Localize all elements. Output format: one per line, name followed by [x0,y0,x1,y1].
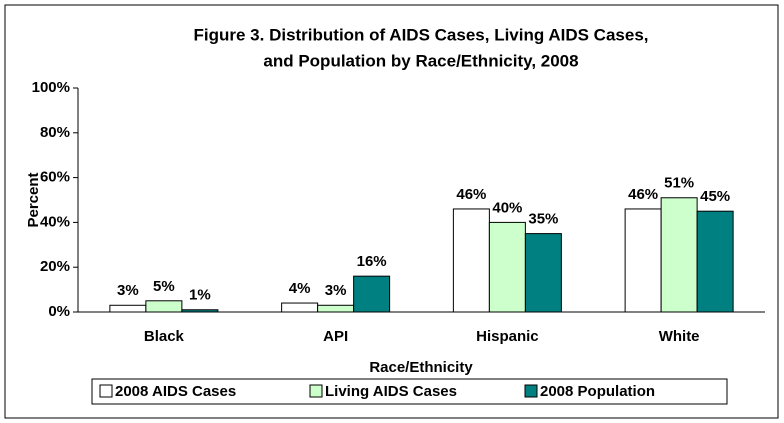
value-label: 40% [492,199,522,216]
bar [452,208,490,313]
x-tick-label: Hispanic [476,328,539,345]
x-axis-label: Race/Ethnicity [369,359,473,376]
bar [624,208,662,313]
y-tick-label: 60% [40,169,70,186]
y-tick-label: 80% [40,124,70,141]
value-label: 4% [289,280,311,297]
x-tick-label: API [323,328,348,345]
value-label: 5% [153,278,175,295]
y-tick-label: 100% [32,79,70,96]
bar [109,304,147,313]
y-tick-label: 20% [40,258,70,275]
bar [281,302,319,313]
value-label: 35% [528,211,558,228]
y-tick-label: 0% [48,303,70,320]
legend-label: 2008 AIDS Cases [115,383,236,400]
legend-swatch [99,384,113,398]
value-label: 16% [357,253,387,270]
legend-box [91,378,728,405]
chart-title: and Population by Race/Ethnicity, 2008 [263,51,578,70]
bar [696,210,734,313]
x-tick-label: Black [144,328,185,345]
legend-swatch [309,384,323,398]
y-axis-label: Percent [25,172,42,227]
bar [353,275,391,313]
value-label: 3% [325,282,347,299]
bar [145,300,183,313]
legend-swatch [524,384,538,398]
bar [524,233,562,313]
value-label: 45% [700,188,730,205]
value-label: 46% [628,186,658,203]
bar [317,304,355,313]
value-label: 1% [189,287,211,304]
chart-title: Figure 3. Distribution of AIDS Cases, Li… [194,25,649,44]
bar [660,197,698,313]
legend-label: 2008 Population [540,383,655,400]
value-label: 51% [664,175,694,192]
x-tick-label: White [659,328,700,345]
value-label: 3% [117,282,139,299]
bar [488,221,526,313]
legend-label: Living AIDS Cases [325,383,457,400]
y-tick-label: 40% [40,213,70,230]
value-label: 46% [456,186,486,203]
